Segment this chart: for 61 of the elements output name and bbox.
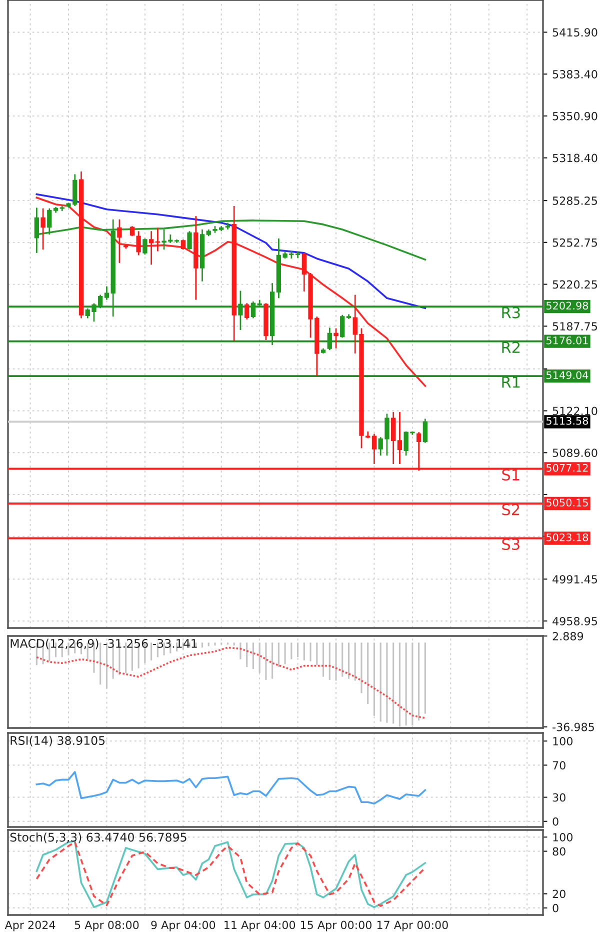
x-tick-label: 15 Apr 00:00 <box>301 920 372 932</box>
y-tick-label: 4991.45 <box>552 575 598 584</box>
y-tick-label: 4958.95 <box>552 616 598 626</box>
chart-title: Stoch(5,3,3) 63.4740 56.7895 <box>10 832 186 844</box>
candlestick <box>117 218 122 264</box>
candlestick <box>40 208 46 250</box>
candlestick <box>136 230 141 256</box>
y-tick-label: -36.985 <box>552 722 594 732</box>
ref-line-label: 5202.98 <box>546 302 588 310</box>
x-tick-label: 9 Apr 04:00 <box>151 920 216 932</box>
candlestick <box>302 252 306 292</box>
x-tick-label: Apr 2024 <box>4 920 56 932</box>
y-tick-label: 80 <box>552 847 566 856</box>
line-series <box>36 196 426 387</box>
y-tick-label: 5089.60 <box>552 448 598 458</box>
candlestick <box>250 300 256 319</box>
annotation: S1 <box>502 468 520 481</box>
line-series <box>36 193 426 310</box>
candlestick <box>148 230 154 266</box>
y-tick-label: 100 <box>553 833 572 842</box>
chart-title: MACD(12,26,9) -31.256 -33.141 <box>10 638 197 650</box>
candlestick <box>130 225 135 237</box>
ref-line-label: 5077.12 <box>546 464 588 472</box>
y-tick-label: 5220.25 <box>552 280 598 289</box>
y-tick-label: 5350.90 <box>552 112 598 120</box>
candlestick <box>390 411 396 465</box>
ref-line-label: 5113.58 <box>546 416 588 425</box>
y-tick-label: 5318.40 <box>552 154 598 162</box>
line-series <box>36 771 426 805</box>
x-tick-label: 17 Apr 00:00 <box>377 920 448 932</box>
ref-line-label: 5176.01 <box>546 336 588 344</box>
candlestick <box>422 418 428 444</box>
candlestick <box>187 230 192 250</box>
candlestick <box>104 286 110 301</box>
ref-line-label: 5149.04 <box>546 371 588 380</box>
y-tick-label: 0 <box>552 904 558 912</box>
y-tick-label: 5252.75 <box>552 238 598 247</box>
candlestick <box>397 411 402 465</box>
chart-title: RSI(14) 38.9105 <box>10 736 105 746</box>
candlestick <box>334 328 338 350</box>
y-tick-label: 5187.75 <box>552 322 598 331</box>
ref-line-label: 5050.15 <box>546 498 588 506</box>
y-tick-label: 0 <box>552 817 558 826</box>
candlestick <box>244 302 250 320</box>
y-tick-label: 5415.90 <box>552 28 598 37</box>
y-tick-label: 70 <box>552 761 566 770</box>
x-tick-label: 5 Apr 08:00 <box>74 920 139 932</box>
y-tick-label: 5383.40 <box>552 70 598 78</box>
candlestick <box>327 326 332 351</box>
y-tick-label: 2.889 <box>552 632 584 640</box>
y-tick-label: 5122.10 <box>552 406 598 416</box>
x-tick-label: 11 Apr 04:00 <box>224 920 296 932</box>
candlestick <box>340 314 345 338</box>
y-tick-label: 20 <box>552 890 566 898</box>
candlestick <box>372 433 377 465</box>
y-tick-label: 100 <box>553 737 572 746</box>
annotation: R2 <box>502 342 520 353</box>
y-tick-label: 30 <box>552 793 566 802</box>
candlestick <box>238 290 243 331</box>
ref-line-label: 5023.18 <box>546 533 588 542</box>
y-tick-label: 5285.25 <box>552 196 598 205</box>
